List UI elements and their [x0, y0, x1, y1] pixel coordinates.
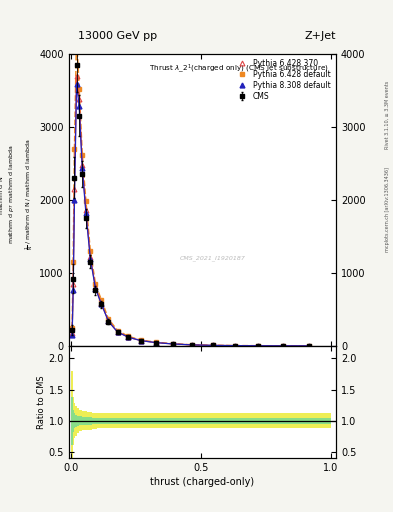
- Pythia 6.428 370: [70, 330, 75, 336]
- Pythia 6.428 default: [233, 343, 237, 349]
- Pythia 6.428 370: [99, 300, 104, 306]
- Pythia 6.428 370: [80, 162, 84, 168]
- Pythia 6.428 default: [170, 340, 175, 347]
- Text: Thrust $\lambda\_2^1$(charged only) (CMS jet substructure): Thrust $\lambda\_2^1$(charged only) (CMS…: [149, 62, 329, 75]
- Line: Pythia 6.428 default: Pythia 6.428 default: [70, 33, 311, 348]
- Text: 13000 GeV pp: 13000 GeV pp: [78, 31, 158, 41]
- Pythia 6.428 default: [93, 281, 98, 287]
- Pythia 6.428 default: [190, 342, 195, 348]
- Pythia 6.428 370: [233, 343, 237, 349]
- Pythia 6.428 default: [256, 343, 261, 349]
- Pythia 6.428 default: [281, 343, 285, 349]
- Pythia 6.428 default: [84, 198, 88, 204]
- Pythia 8.308 default: [99, 301, 104, 307]
- Pythia 8.308 default: [88, 255, 93, 262]
- Text: mcplots.cern.ch [arXiv:1306.3436]: mcplots.cern.ch [arXiv:1306.3436]: [385, 167, 390, 252]
- Pythia 6.428 default: [153, 339, 158, 345]
- Pythia 6.428 370: [77, 96, 81, 102]
- Pythia 6.428 default: [139, 337, 143, 343]
- Pythia 6.428 370: [281, 343, 285, 349]
- Pythia 6.428 default: [210, 342, 215, 348]
- Pythia 8.308 default: [139, 337, 143, 344]
- X-axis label: thrust (charged-only): thrust (charged-only): [151, 477, 254, 487]
- Text: mathrm d$^2$N
mathrm d $p_T$ mathrm d lambda

$\frac{1}{\mathrm{N}}$ / mathrm d : mathrm d$^2$N mathrm d $p_T$ mathrm d la…: [0, 139, 35, 250]
- Pythia 8.308 default: [74, 81, 79, 88]
- Pythia 8.308 default: [281, 343, 285, 349]
- Pythia 6.428 default: [71, 259, 75, 265]
- Text: Z+Jet: Z+Jet: [305, 31, 336, 41]
- Line: Pythia 6.428 370: Pythia 6.428 370: [70, 73, 311, 348]
- Pythia 8.308 default: [190, 342, 195, 348]
- Pythia 6.428 370: [307, 343, 311, 349]
- Pythia 6.428 370: [106, 318, 111, 324]
- Pythia 8.308 default: [93, 286, 98, 292]
- Pythia 8.308 default: [126, 334, 131, 340]
- Pythia 6.428 default: [115, 328, 120, 334]
- Pythia 8.308 default: [153, 339, 158, 346]
- Pythia 6.428 370: [256, 343, 261, 349]
- Pythia 6.428 default: [307, 343, 311, 349]
- Pythia 6.428 370: [72, 186, 77, 192]
- Legend: Pythia 6.428 370, Pythia 6.428 default, Pythia 8.308 default, CMS: Pythia 6.428 370, Pythia 6.428 default, …: [233, 57, 332, 102]
- Pythia 8.308 default: [72, 197, 77, 203]
- Pythia 6.428 370: [153, 339, 158, 346]
- Pythia 6.428 370: [115, 329, 120, 335]
- Pythia 8.308 default: [233, 343, 237, 349]
- Pythia 6.428 default: [106, 316, 111, 322]
- Pythia 6.428 default: [77, 86, 81, 92]
- Pythia 6.428 370: [126, 334, 131, 340]
- Pythia 8.308 default: [170, 341, 175, 347]
- Pythia 8.308 default: [307, 343, 311, 349]
- Pythia 8.308 default: [115, 329, 120, 335]
- Y-axis label: Ratio to CMS: Ratio to CMS: [37, 375, 46, 429]
- Pythia 6.428 default: [126, 333, 131, 339]
- Pythia 6.428 370: [71, 281, 75, 287]
- Pythia 8.308 default: [71, 287, 75, 293]
- Pythia 6.428 370: [88, 254, 93, 260]
- Pythia 6.428 default: [72, 145, 77, 152]
- Pythia 8.308 default: [77, 103, 81, 110]
- Pythia 6.428 default: [80, 152, 84, 158]
- Pythia 6.428 370: [93, 284, 98, 290]
- Line: Pythia 8.308 default: Pythia 8.308 default: [70, 82, 311, 348]
- Pythia 6.428 default: [88, 248, 93, 254]
- Pythia 6.428 370: [139, 337, 143, 344]
- Pythia 6.428 default: [74, 32, 79, 38]
- Pythia 8.308 default: [210, 343, 215, 349]
- Pythia 8.308 default: [70, 332, 75, 338]
- Pythia 8.308 default: [106, 318, 111, 325]
- Pythia 8.308 default: [80, 165, 84, 172]
- Pythia 6.428 370: [74, 73, 79, 79]
- Pythia 6.428 default: [70, 325, 75, 331]
- Pythia 6.428 370: [190, 342, 195, 348]
- Pythia 6.428 370: [84, 207, 88, 213]
- Pythia 8.308 default: [256, 343, 261, 349]
- Pythia 6.428 370: [170, 341, 175, 347]
- Text: Rivet 3.1.10, ≥ 3.3M events: Rivet 3.1.10, ≥ 3.3M events: [385, 81, 390, 150]
- Pythia 8.308 default: [84, 210, 88, 216]
- Text: CMS_2021_I1920187: CMS_2021_I1920187: [180, 255, 246, 261]
- Pythia 6.428 default: [99, 296, 104, 303]
- Pythia 6.428 370: [210, 343, 215, 349]
